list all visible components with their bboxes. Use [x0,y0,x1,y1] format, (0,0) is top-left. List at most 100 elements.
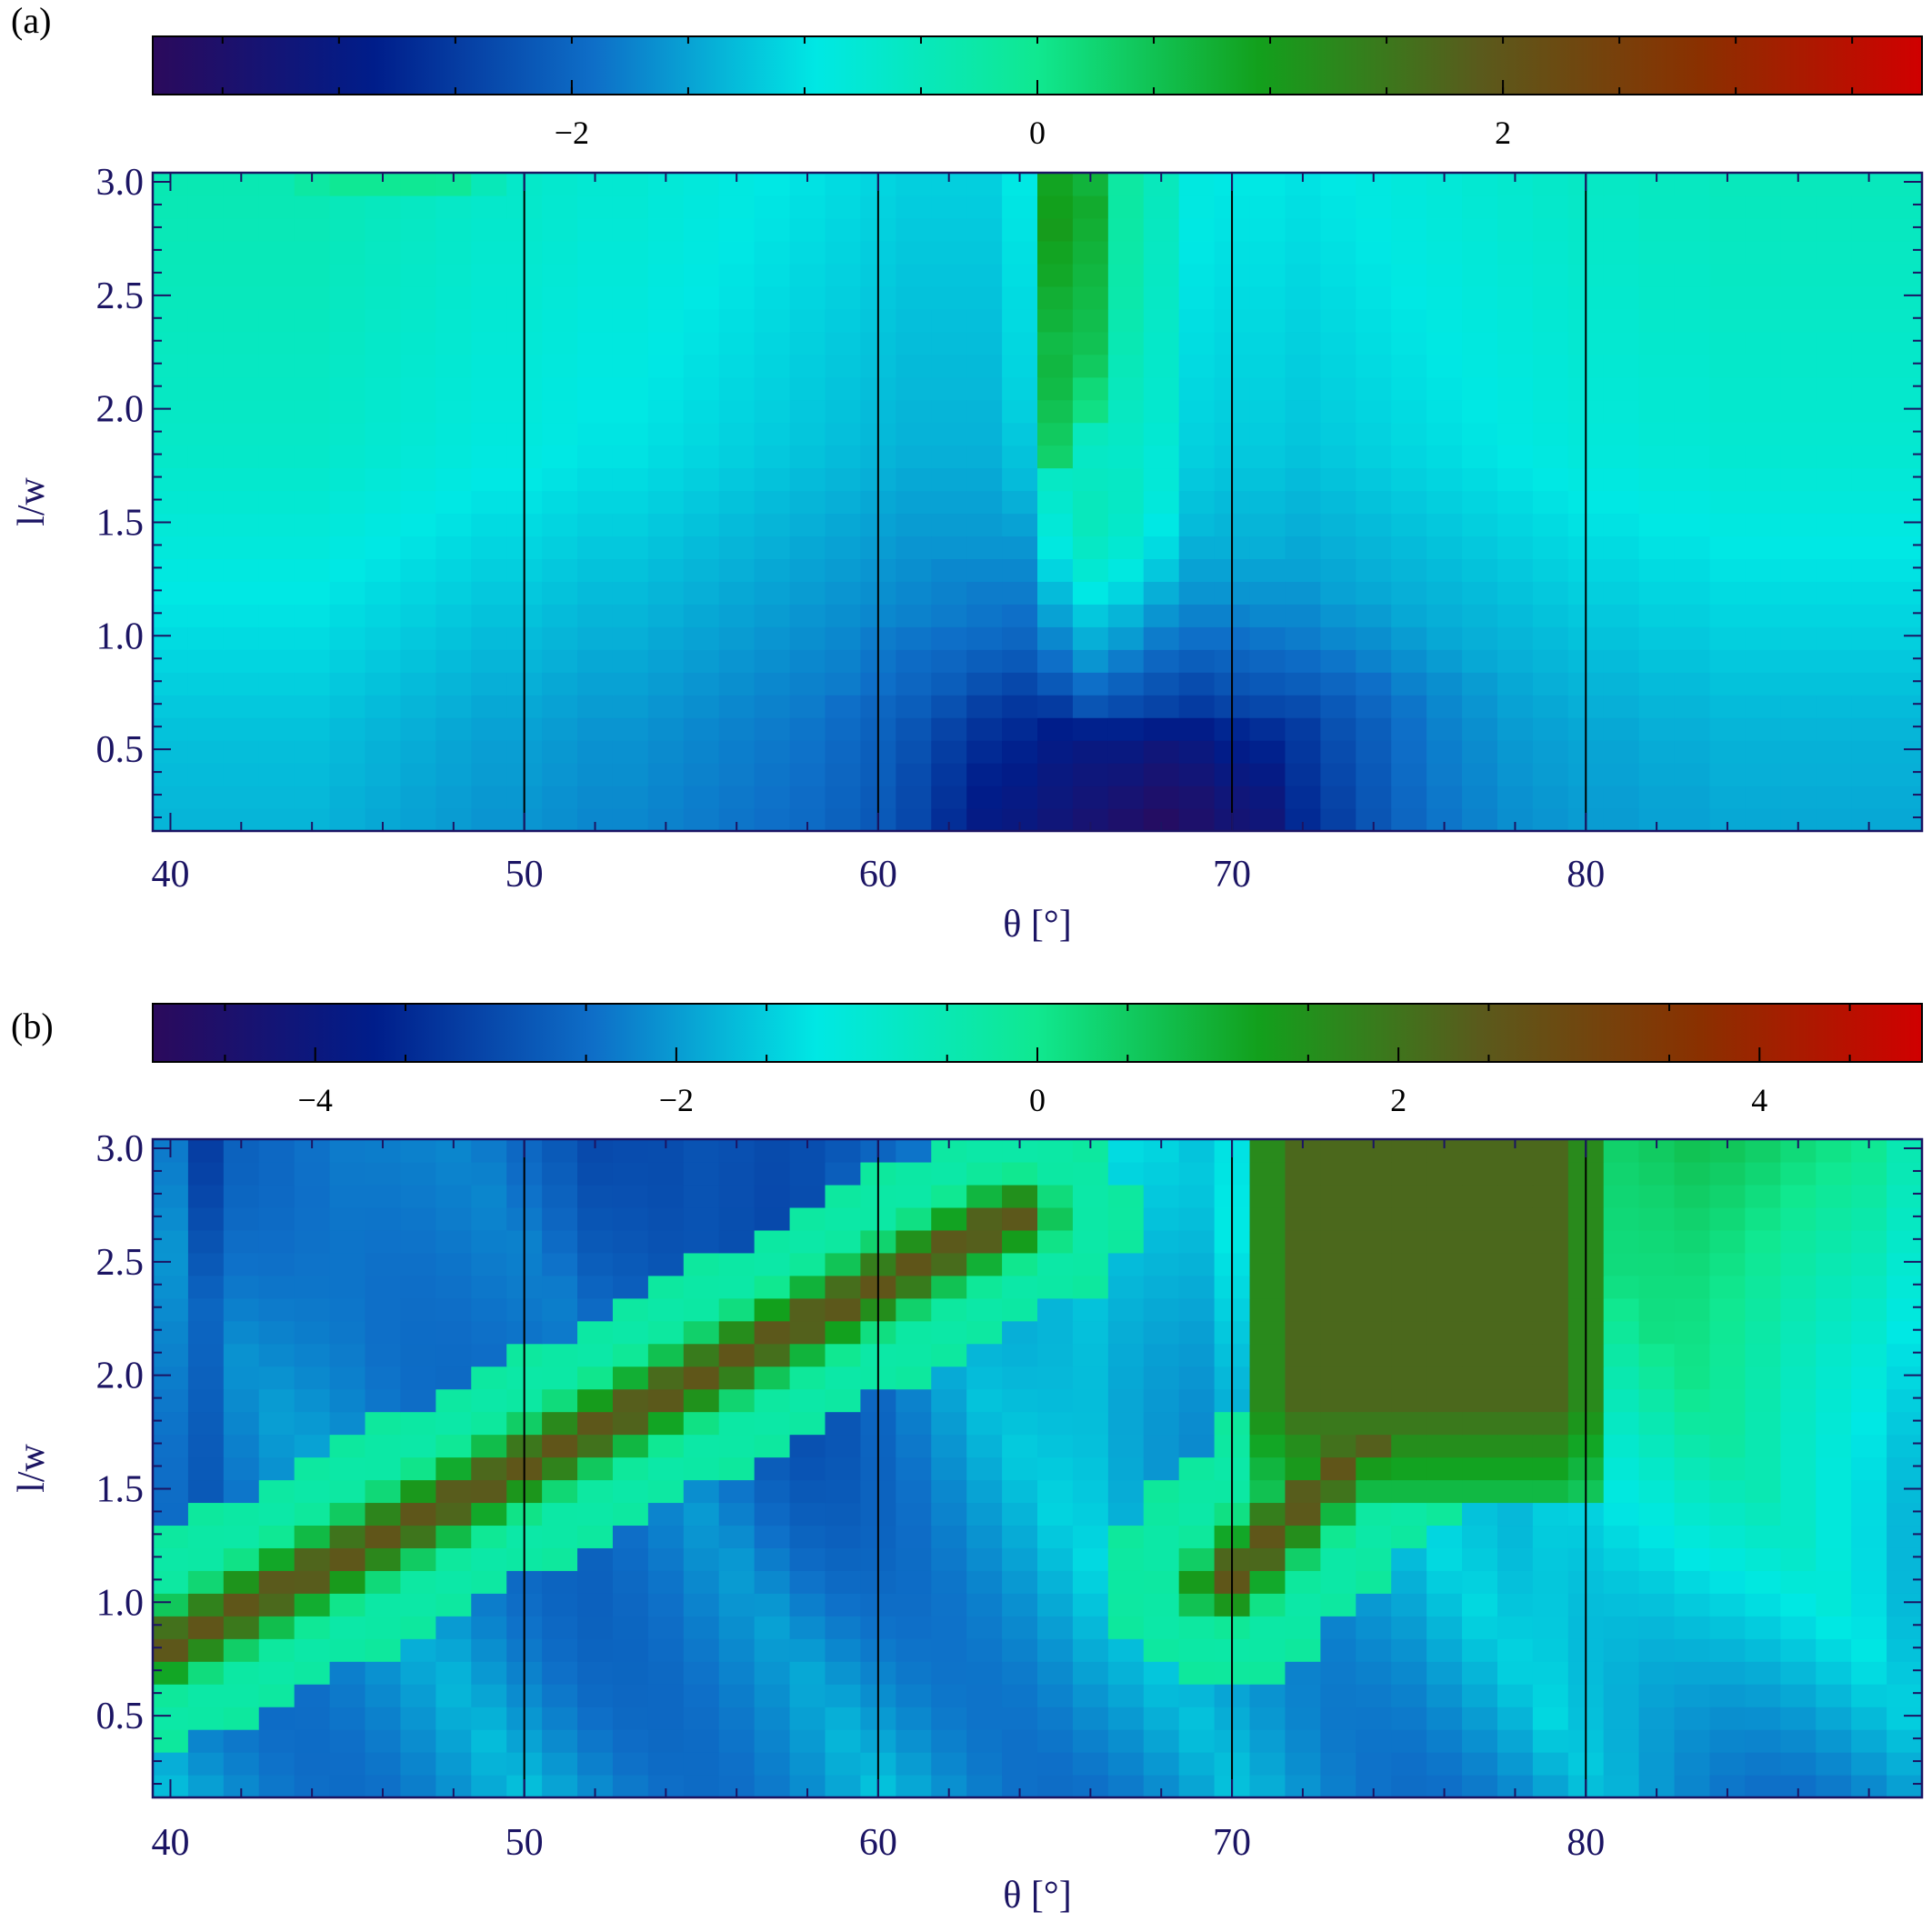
heatmap-cell [577,1729,614,1753]
y-axis-title: l/w [11,1443,53,1492]
heatmap-cell [1320,786,1356,809]
heatmap-cell [1603,1525,1640,1548]
heatmap-cell [896,695,932,718]
heatmap-cell [825,1388,861,1413]
heatmap-cell [294,263,331,287]
heatmap-cell [1674,467,1711,492]
heatmap-cell [1391,1411,1427,1436]
heatmap-cell [1426,1275,1463,1299]
heatmap-cell [1178,1525,1216,1548]
heatmap-cell [1002,1366,1038,1390]
heatmap-cell [1709,490,1746,515]
heatmap-cell [718,740,756,764]
heatmap-cell [1249,626,1286,650]
heatmap-cell [1178,763,1216,786]
heatmap-cell [435,1638,472,1662]
heatmap-cell [329,1388,366,1413]
heatmap-cell [1178,1729,1216,1753]
heatmap-cell [1532,1684,1569,1707]
heatmap-cell [294,717,331,741]
heatmap-cell [1638,1570,1676,1594]
heatmap-cell [187,740,225,764]
heatmap-cell [683,558,720,582]
heatmap-cell [542,1161,578,1186]
heatmap-cell [1462,786,1498,809]
heatmap-cell [1178,1570,1216,1594]
heatmap-cell [1072,649,1109,673]
heatmap-cell [612,513,649,537]
heatmap-cell [1249,1570,1286,1594]
heatmap-cell [1426,1320,1463,1345]
heatmap-cell [612,1593,649,1617]
heatmap-cell [1497,1457,1534,1481]
heatmap-cell [1532,195,1569,219]
heatmap-cell [1603,399,1640,424]
heatmap-cell [1320,1184,1356,1208]
heatmap-cell [1107,1729,1145,1753]
heatmap-cell [1497,1343,1534,1367]
heatmap-cell [966,1684,1003,1707]
heatmap-cell [1002,695,1038,718]
heatmap-cell [896,308,932,333]
heatmap-cell [1816,1638,1852,1662]
heatmap-cell [542,1547,578,1571]
heatmap-cell [1107,1229,1145,1254]
heatmap-cell [1780,1547,1817,1571]
heatmap-cell [1072,1252,1109,1276]
heatmap-cell [1285,240,1321,265]
heatmap-cell [1320,1661,1356,1685]
heatmap-cell [365,649,402,673]
heatmap-cell [1072,581,1109,605]
heatmap-cell [435,1707,472,1730]
heatmap-cell [1320,1593,1356,1617]
heatmap-cell [683,1275,720,1299]
heatmap-cell [223,1229,260,1254]
heatmap-cell [754,558,791,582]
heatmap-cell [435,331,472,355]
heatmap-cell [400,740,436,764]
heatmap-cell [258,422,295,446]
heatmap-cell [258,1320,295,1345]
heatmap-cell [400,1479,436,1504]
heatmap-cell [1107,1388,1145,1413]
heatmap-cell [1002,1252,1038,1276]
heatmap-cell [1356,1161,1392,1186]
heatmap-cell [754,263,791,287]
heatmap-cell [1037,1752,1074,1776]
heatmap-cell [1178,173,1216,196]
heatmap-cell [435,1161,472,1186]
heatmap-cell [896,173,932,196]
heatmap-cell [471,558,507,582]
heatmap-cell [896,331,932,355]
heatmap-cell [1532,808,1569,832]
heatmap-cell [153,1661,189,1685]
heatmap-cell [1426,195,1463,219]
heatmap-cell [647,490,685,515]
heatmap-cell [1285,445,1321,469]
heatmap-cell [223,1275,260,1299]
heatmap-cell [718,467,756,492]
heatmap-cell [931,513,967,537]
heatmap-cell [1638,1479,1676,1504]
heatmap-cell [187,399,225,424]
heatmap-cell [754,1297,791,1322]
heatmap-cell [1816,1707,1852,1730]
heatmap-cell [1285,376,1321,401]
heatmap-cell [1002,1707,1038,1730]
heatmap-cell [789,195,826,219]
heatmap-cell [1285,1502,1321,1527]
heatmap-cell [471,1411,507,1436]
heatmap-cell [1143,649,1180,673]
heatmap-cell [471,467,507,492]
heatmap-cell [1391,1297,1427,1322]
heatmap-cell [1002,422,1038,446]
heatmap-cell [1143,217,1180,242]
heatmap-cell [1107,536,1145,560]
heatmap-cell [1638,263,1676,287]
heatmap-cell [966,740,1003,764]
heatmap-cell [153,1229,189,1254]
heatmap-cell [1462,1206,1498,1231]
heatmap-cell [1285,1661,1321,1685]
heatmap-cell [1426,1638,1463,1662]
heatmap-cell [789,1457,826,1481]
